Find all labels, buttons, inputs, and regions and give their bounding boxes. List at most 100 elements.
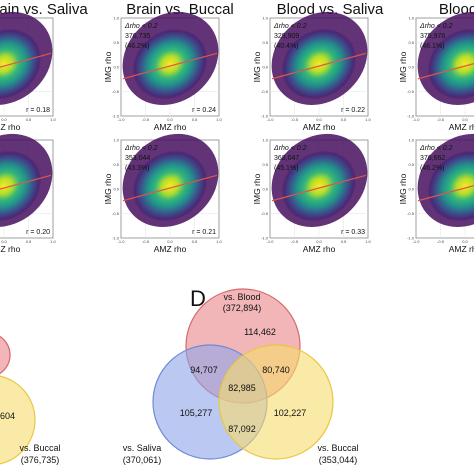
venn-blood-only: 114,462 (244, 327, 276, 337)
x-axis-label: AMZ rho (0, 244, 21, 254)
x-tick-label: 1.0 (216, 239, 222, 244)
y-tick-label: 0.0 (408, 187, 414, 192)
y-tick-label: -1.0 (261, 236, 269, 241)
scatter-panel: Δrho < 0.2 375,976 (46.1%) -1.0 -0.5 0.0 0.5 1.… (398, 11, 474, 132)
x-axis-label: AMZ rho (449, 122, 474, 132)
y-tick-label: -1.0 (112, 114, 120, 119)
venn-partial-circle-red (0, 335, 11, 375)
density-core (281, 150, 357, 222)
delta-count: 353,044 (125, 155, 150, 162)
r-value: r = 0.18 (26, 107, 50, 114)
y-tick-label: 0.5 (113, 162, 119, 167)
x-axis-label: AMZ rho (154, 122, 187, 132)
x-tick-label: -0.5 (291, 239, 299, 244)
delta-pct: (43.3%) (125, 165, 150, 172)
fit-line (122, 174, 218, 202)
density-core (281, 28, 357, 100)
y-axis-label: IMG rho (103, 51, 113, 82)
venn-set-buccal-name: vs. Buccal (317, 443, 358, 453)
venn-partial-set-name: vs. Buccal (19, 443, 60, 453)
x-tick-label: -1.0 (413, 239, 421, 244)
density-core (427, 28, 474, 100)
venn-set-saliva-name: vs. Saliva (123, 443, 162, 453)
y-tick-label: -1.0 (261, 114, 269, 119)
y-tick-label: -0.5 (261, 211, 269, 216)
x-tick-label: 0.0 (462, 239, 468, 244)
venn-blood-buccal: 80,740 (262, 365, 290, 375)
x-tick-label: 0.5 (26, 239, 32, 244)
x-tick-label: 0.5 (192, 117, 198, 122)
venn-set-saliva-total: (370,061) (123, 455, 162, 465)
delta-count: 368,047 (274, 155, 299, 162)
x-tick-label: -1.0 (413, 117, 421, 122)
y-tick-label: -0.5 (407, 211, 415, 216)
x-axis-label: AMZ rho (154, 244, 187, 254)
venn-saliva-buccal: 87,092 (228, 424, 256, 434)
x-tick-label: 0.0 (167, 117, 173, 122)
scatter-panel: Δrho < 0.2 353,044 (43.3%) r = 0.21 -1.0 -0.5… (103, 133, 223, 254)
x-tick-label: 0.5 (192, 239, 198, 244)
scatter-panel: Δrho < 0.2 376,662 (46.2%) -1.0 -0.5 0.0 0.5 1.… (398, 133, 474, 254)
scatter-panel: Δrho < 0.237,479(38.8%)r = 0.18-1.0-0.50… (0, 11, 57, 132)
y-tick-label: 0.0 (262, 187, 268, 192)
x-tick-label: 0.5 (26, 117, 32, 122)
y-tick-label: 0.0 (113, 65, 119, 70)
venn-set-blood-total: (372,894) (223, 303, 262, 313)
venn-set-buccal-total: (353,044) (319, 455, 358, 465)
x-tick-label: -0.5 (437, 239, 445, 244)
delta-pct: (46.2%) (420, 165, 445, 172)
venn-partial-circle-yellow (0, 375, 36, 465)
delta-label: Δrho < 0.2 (124, 23, 158, 30)
x-tick-label: 0.0 (1, 117, 7, 122)
fit-line (0, 52, 52, 68)
delta-count: 376,662 (420, 155, 445, 162)
density-core (0, 28, 42, 100)
density-core (427, 150, 474, 222)
x-tick-label: -1.0 (267, 117, 275, 122)
delta-label: Δrho < 0.2 (273, 145, 307, 152)
delta-count: 376,735 (125, 33, 150, 40)
delta-label: Δrho < 0.2 (419, 145, 453, 152)
y-tick-label: 0.0 (408, 65, 414, 70)
x-tick-label: 0.0 (1, 239, 7, 244)
y-tick-label: 0.5 (262, 40, 268, 45)
y-axis-label: IMG rho (252, 173, 262, 204)
x-tick-label: 1.0 (50, 117, 56, 122)
x-tick-label: -0.5 (291, 117, 299, 122)
y-axis-label: IMG rho (252, 51, 262, 82)
y-tick-label: 1.0 (113, 16, 119, 21)
x-tick-label: 0.0 (462, 117, 468, 122)
venn-diagram-d: vs. Blood (372,894) 114,462 94,707 80,74… (123, 288, 359, 465)
x-tick-label: 1.0 (365, 117, 371, 122)
density-core (132, 150, 208, 222)
y-tick-label: -0.5 (112, 89, 120, 94)
y-tick-label: 1.0 (113, 138, 119, 143)
x-tick-label: -0.5 (437, 117, 445, 122)
x-axis-label: AMZ rho (0, 122, 21, 132)
density-core (0, 150, 42, 222)
x-tick-label: 0.5 (341, 239, 347, 244)
y-tick-label: 1.0 (262, 16, 268, 21)
y-axis-label: IMG rho (398, 173, 408, 204)
x-tick-label: 0.0 (167, 239, 173, 244)
venn-blood-saliva: 94,707 (190, 365, 218, 375)
r-value: r = 0.22 (341, 107, 365, 114)
y-tick-label: 0.5 (113, 40, 119, 45)
fit-line (0, 174, 52, 190)
fit-line (122, 52, 218, 80)
venn-set-blood-name: vs. Blood (223, 292, 260, 302)
venn-circle-buccal (218, 344, 334, 460)
venn-saliva-only: 105,277 (180, 408, 213, 418)
y-tick-label: 0.0 (262, 65, 268, 70)
scatter-panel: Δrho < 0.2 368,047 (45.1%) r = 0.33 -1.0 -0.5… (252, 133, 372, 254)
y-tick-label: 1.0 (408, 138, 414, 143)
fit-line (271, 174, 367, 202)
y-tick-label: -0.5 (112, 211, 120, 216)
x-tick-label: 1.0 (216, 117, 222, 122)
venn-partial-cut-value: 604 (0, 411, 15, 421)
x-tick-label: 1.0 (365, 239, 371, 244)
x-tick-label: -0.5 (142, 239, 150, 244)
y-tick-label: 1.0 (262, 138, 268, 143)
title-blood-saliva: Blood vs. Saliva (277, 1, 384, 18)
